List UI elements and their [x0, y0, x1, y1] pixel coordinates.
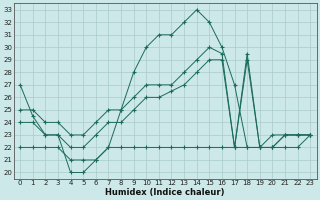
X-axis label: Humidex (Indice chaleur): Humidex (Indice chaleur) — [106, 188, 225, 197]
